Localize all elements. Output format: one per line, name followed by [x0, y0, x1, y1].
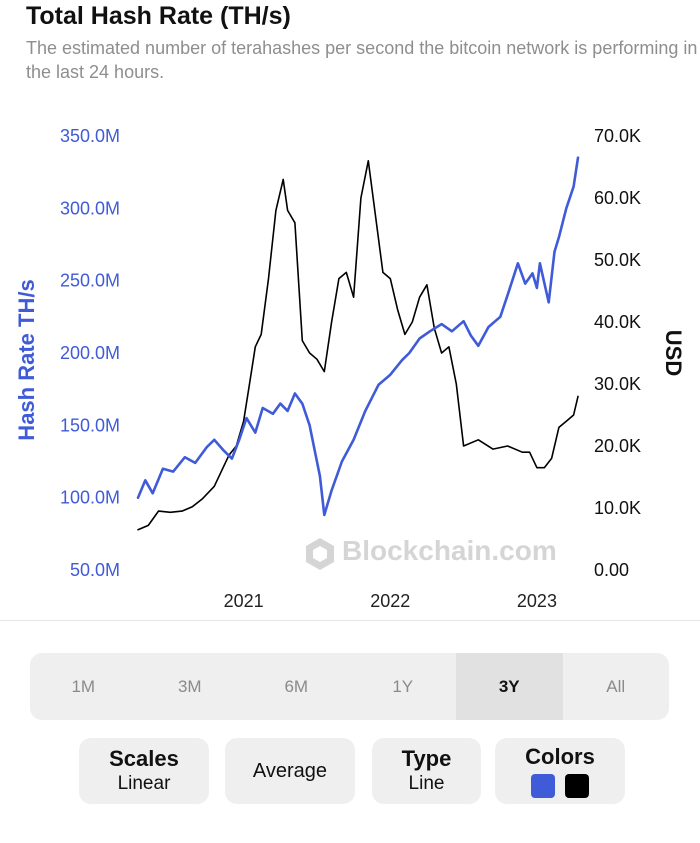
- right-axis: 70.0K 60.0K 50.0K 40.0K 30.0K 20.0K 10.0K 0.00: [594, 126, 641, 580]
- usd-price-series-line: [137, 160, 579, 531]
- x-tick-label: 2021: [224, 591, 264, 611]
- right-tick-label: 70.0K: [594, 126, 641, 146]
- left-axis-label: Hash Rate TH/s: [14, 279, 39, 440]
- left-tick-label: 200.0M: [60, 343, 120, 363]
- range-all-button[interactable]: All: [606, 676, 626, 696]
- series-layer: [136, 156, 580, 531]
- average-button[interactable]: Average: [225, 738, 355, 804]
- type-value: Line: [408, 773, 445, 794]
- scales-value: Linear: [117, 773, 171, 794]
- left-tick-label: 50.0M: [70, 560, 120, 580]
- right-tick-label: 0.00: [594, 560, 629, 580]
- right-tick-label: 60.0K: [594, 188, 641, 208]
- chart-title: Total Hash Rate (TH/s): [26, 2, 291, 30]
- right-tick-label: 30.0K: [594, 374, 641, 394]
- x-tick-label: 2023: [517, 591, 557, 611]
- watermark: Blockchain.com: [306, 535, 557, 570]
- right-tick-label: 20.0K: [594, 436, 641, 456]
- time-range-selector: 1M 3M 6M 1Y 3Y All: [30, 653, 669, 720]
- type-label: Type: [401, 746, 452, 771]
- right-tick-label: 10.0K: [594, 498, 641, 518]
- scales-label: Scales: [109, 746, 179, 771]
- chart-svg: Blockchain.com 350.0M 300.0M 250.0M 200.0M 1…: [14, 126, 686, 611]
- range-3m-button[interactable]: 3M: [177, 676, 202, 696]
- right-tick-label: 40.0K: [594, 312, 641, 332]
- left-axis: 350.0M 300.0M 250.0M 200.0M 150.0M 100.0M 50.0…: [60, 126, 120, 580]
- left-tick-label: 350.0M: [60, 126, 120, 146]
- color-swatches: [531, 774, 589, 798]
- range-6m-button[interactable]: 6M: [284, 676, 309, 696]
- average-label: Average: [252, 760, 328, 782]
- chart-subtitle: The estimated number of terahashes per s…: [26, 38, 698, 82]
- left-tick-label: 300.0M: [60, 198, 120, 218]
- range-1m-button[interactable]: 1M: [71, 676, 96, 696]
- price-color-swatch[interactable]: [565, 774, 589, 798]
- range-3y-button[interactable]: 3Y: [456, 653, 563, 720]
- right-axis-label: USD: [661, 330, 686, 376]
- left-tick-label: 100.0M: [60, 488, 120, 508]
- scales-button[interactable]: Scales Linear: [79, 738, 209, 804]
- left-tick-label: 250.0M: [60, 271, 120, 291]
- colors-button[interactable]: Colors: [495, 738, 625, 804]
- divider: [0, 620, 700, 621]
- type-button[interactable]: Type Line: [372, 738, 481, 804]
- chart[interactable]: Blockchain.com 350.0M 300.0M 250.0M 200.0M 1…: [0, 110, 700, 620]
- right-tick-label: 50.0K: [594, 250, 641, 270]
- x-tick-label: 2022: [370, 591, 410, 611]
- blockchain-logo-icon: [306, 538, 334, 570]
- left-tick-label: 150.0M: [60, 415, 120, 435]
- colors-label: Colors: [525, 744, 595, 769]
- hash-rate-series-line: [136, 156, 580, 517]
- range-1y-button[interactable]: 1Y: [392, 676, 414, 696]
- hash-rate-color-swatch[interactable]: [531, 774, 555, 798]
- watermark-text: Blockchain.com: [342, 535, 557, 566]
- x-axis: 2021 2022 2023: [224, 591, 557, 611]
